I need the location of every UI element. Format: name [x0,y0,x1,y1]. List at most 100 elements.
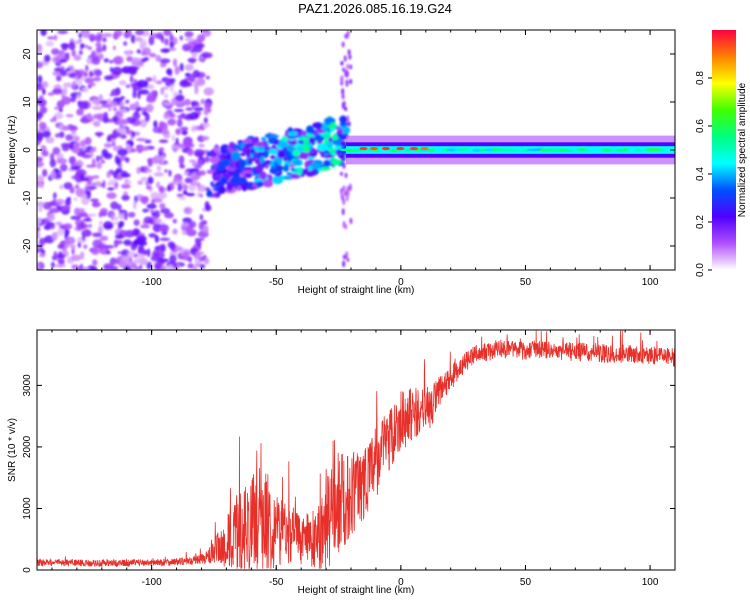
noise-blob [120,183,131,189]
noise-blob [140,51,147,56]
noise-blob [134,36,143,42]
noise-blob [102,221,114,230]
colorbar-label: Normalized spectral amplitude [737,82,748,217]
noise-blob [125,99,130,104]
noise-blob [84,44,89,49]
noise-blob [62,87,68,96]
noise-blob [178,156,183,165]
noise-blob [169,254,177,264]
noise-blob [110,212,115,221]
noise-blob [199,193,204,198]
noise-blob [147,84,155,90]
noise-blob [42,169,48,177]
noise-blob [57,50,65,56]
noise-blob [131,263,137,268]
noise-blob [192,44,203,53]
noise-blob [103,58,109,63]
noise-blob [56,253,66,259]
noise-blob [82,218,93,222]
noise-blob [38,253,46,258]
transition-blob [243,138,254,145]
noise-blob [83,71,88,78]
transition-blob [294,167,304,171]
noise-blob [124,50,132,56]
noise-blob [125,84,131,89]
noise-blob [123,239,132,246]
noise-blob [92,232,103,238]
noise-blob [178,89,183,95]
noise-blob [185,192,196,197]
noise-blob [81,31,89,39]
noise-blob [60,43,70,49]
noise-blob [73,54,82,61]
noise-blob [52,147,61,155]
noise-blob [155,80,163,85]
noise-blob [158,185,165,194]
noise-blob [109,60,114,64]
spill-blob [341,208,345,216]
noise-blob [174,65,180,75]
transition-blob [305,169,316,177]
transition-blob [333,145,343,150]
noise-blob [195,171,201,176]
noise-blob [135,30,144,36]
noise-blob [49,158,57,168]
noise-blob [123,41,128,47]
noise-blob [50,170,56,180]
transition-blob [275,165,284,172]
noise-blob [37,180,43,188]
noise-blob [106,170,111,179]
noise-blob [126,30,132,38]
noise-blob [97,225,103,235]
noise-blob [37,230,41,240]
noise-blob [148,233,157,238]
noise-blob [98,94,104,102]
spectrogram-y-tick-label: -10 [22,190,33,205]
noise-blob [168,169,172,177]
noise-blob [99,154,103,161]
snr-frame [36,329,676,571]
noise-blob [76,224,82,230]
transition-blob [206,169,214,174]
noise-blob [154,235,159,243]
spectrogram-x-tick-label: 100 [642,277,659,288]
noise-blob [80,220,85,230]
noise-blob [113,30,123,37]
noise-blob [44,54,51,63]
noise-blob [99,208,108,214]
spill-blob [340,76,344,83]
noise-blob [66,196,72,201]
spill-blob [342,260,346,268]
noise-blob [103,263,114,270]
colorbar-ticks: 0.0 0.2 0.4 0.6 0.8 [695,71,712,277]
noise-blob [71,254,81,262]
spill-blob [340,60,344,66]
noise-blob [139,166,146,173]
noise-blob [86,186,98,190]
noise-blob [160,87,165,95]
noise-blob [65,134,73,141]
spectrogram-x-tick-label: 0 [398,277,404,288]
noise-blob [52,198,57,206]
transition-blob [255,164,263,174]
noise-blob [130,34,136,44]
noise-blob [120,96,125,100]
noise-blob [174,246,184,252]
noise-blob [37,61,44,69]
spectrogram-y-tick-label: -20 [22,238,33,253]
snr-x-tick-label: -50 [269,577,284,588]
noise-blob [109,66,113,73]
noise-blob [140,177,149,182]
noise-blob [198,221,205,231]
noise-blob [68,156,77,165]
noise-blob [123,179,132,185]
colorbar-tick-label: 0.2 [695,215,706,229]
transition-blob [262,179,274,188]
noise-blob [55,263,66,268]
noise-blob [166,185,171,192]
noise-blob [91,201,101,208]
transition-blob [267,134,280,139]
transition-blob [324,154,333,158]
noise-blob [137,180,144,185]
noise-blob [139,264,143,270]
